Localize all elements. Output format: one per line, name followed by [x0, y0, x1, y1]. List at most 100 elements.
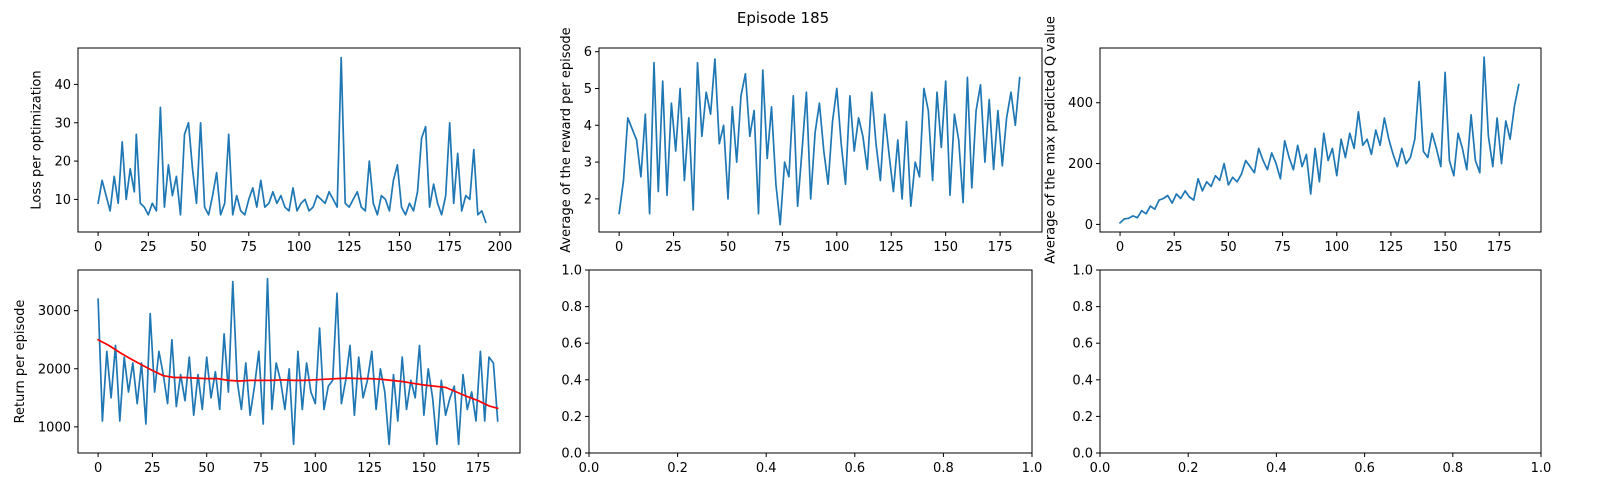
- loss-x-tick-label: 125: [337, 240, 362, 255]
- return-y-tick-label: 1000: [38, 420, 71, 435]
- avg-reward-x-tick-label: 175: [988, 240, 1013, 255]
- empty-1-x-tick-label: 0.6: [844, 461, 865, 476]
- return-y-tick-label: 3000: [38, 304, 71, 319]
- empty-1-x-tick-label: 0.4: [756, 461, 777, 476]
- max-q-x-tick-label: 0: [1116, 240, 1124, 255]
- loss-series-line-0: [97, 56, 487, 224]
- max-q-y-tick-label: 200: [1068, 157, 1093, 172]
- subplot-empty-1: 0.0 0.2 0.4 0.6 0.8 1.0 0.0 0.2 0.4 0.6 0.8 1.0: [561, 264, 1042, 477]
- loss-y-axis-label: Loss per optimization: [30, 70, 45, 209]
- avg-reward-x-tick-label: 25: [665, 240, 682, 255]
- avg-reward-x-tick-label: 125: [879, 240, 904, 255]
- max-q-x-tick-label: 125: [1379, 240, 1404, 255]
- plot-area: [97, 277, 499, 446]
- plot-area: [97, 56, 487, 224]
- empty-2-x-tick-label: 0.8: [1442, 461, 1463, 476]
- avg-reward-x-tick-label: 50: [720, 240, 737, 255]
- loss-x-tick-label: 75: [240, 240, 257, 255]
- loss-axes-frame: [77, 47, 521, 233]
- avg-reward-y-tick-label: 3: [584, 156, 592, 171]
- max-q-axes-frame: [1099, 47, 1542, 233]
- max-q-x-tick-label: 25: [1166, 240, 1183, 255]
- empty-2-x-tick-label: 0.6: [1354, 461, 1375, 476]
- return-x-tick-label: 50: [198, 461, 215, 476]
- max-q-y-tick-label: 400: [1068, 96, 1093, 111]
- return-x-tick-label: 100: [303, 461, 328, 476]
- max-q-x-tick-label: 100: [1324, 240, 1349, 255]
- empty-1-y-tick-label: 0.8: [561, 300, 582, 315]
- return-x-tick-label: 125: [357, 461, 382, 476]
- max-q-y-axis-label: Average of the max predicted Q value: [1043, 16, 1058, 264]
- empty-2-axes-frame: [1099, 269, 1542, 454]
- avg-reward-y-axis-label: Average of the reward per episode: [559, 27, 574, 252]
- loss-y-tick-label: 20: [54, 155, 71, 170]
- avg-reward-y-tick-label: 4: [584, 119, 592, 134]
- max-q-x-tick-label: 50: [1220, 240, 1237, 255]
- loss-x-tick-label: 150: [387, 240, 412, 255]
- avg-reward-x-tick-label: 75: [774, 240, 791, 255]
- subplot-loss: 0 25 50 75 100 125 150 175 200 10 20 30 40 Loss per o…: [30, 47, 521, 255]
- empty-1-x-tick-label: 0.8: [933, 461, 954, 476]
- max-q-series-line-0: [1119, 56, 1520, 224]
- max-q-y-tick-label: 0: [1085, 218, 1093, 233]
- return-y-axis-label: Return per episode: [13, 300, 28, 424]
- loss-x-tick-label: 200: [487, 240, 512, 255]
- return-axes-frame: [77, 269, 521, 454]
- max-q-x-tick-label: 75: [1274, 240, 1291, 255]
- max-q-x-tick-label: 150: [1433, 240, 1458, 255]
- subplot-return: 0 25 50 75 100 125 150 175 1000 2000 3000 Return pe…: [13, 269, 521, 476]
- loss-y-tick-label: 40: [54, 78, 71, 93]
- empty-1-x-tick-label: 0.2: [667, 461, 688, 476]
- return-x-tick-label: 75: [253, 461, 270, 476]
- avg-reward-series-line-0: [618, 58, 1021, 226]
- empty-2-x-tick-label: 0.0: [1090, 461, 1111, 476]
- subplot-max-q: 0 25 50 75 100 125 150 175 0 200 400 Average of the…: [1043, 16, 1542, 264]
- empty-2-y-tick-label: 1.0: [1072, 264, 1093, 279]
- loss-y-tick-label: 10: [54, 193, 71, 208]
- loss-x-tick-label: 100: [287, 240, 312, 255]
- max-q-x-tick-label: 175: [1487, 240, 1512, 255]
- empty-2-y-tick-label: 0.2: [1072, 410, 1093, 425]
- empty-1-axes-frame: [588, 269, 1033, 454]
- empty-1-x-tick-label: 0.0: [579, 461, 600, 476]
- plot-area: [1119, 56, 1520, 224]
- return-series-line-1: [97, 338, 499, 410]
- avg-reward-axes-frame: [598, 47, 1043, 233]
- loss-x-tick-label: 25: [140, 240, 157, 255]
- return-series-line-0: [97, 277, 499, 446]
- loss-x-tick-label: 175: [437, 240, 462, 255]
- empty-2-y-tick-label: 0.4: [1072, 373, 1093, 388]
- return-x-tick-label: 25: [144, 461, 161, 476]
- figure-suptitle: Episode 185: [737, 9, 829, 27]
- avg-reward-y-tick-label: 5: [584, 82, 592, 97]
- plot-area: [618, 58, 1021, 226]
- subplot-avg-reward: 0 25 50 75 100 125 150 175 2 3 4 5 6 Average of the r…: [559, 27, 1043, 255]
- avg-reward-y-tick-label: 2: [584, 192, 592, 207]
- empty-1-y-tick-label: 0.4: [561, 373, 582, 388]
- return-x-tick-label: 150: [411, 461, 436, 476]
- empty-1-y-tick-label: 0.2: [561, 410, 582, 425]
- empty-2-y-tick-label: 0.6: [1072, 337, 1093, 352]
- avg-reward-x-tick-label: 150: [933, 240, 958, 255]
- avg-reward-x-tick-label: 100: [824, 240, 849, 255]
- empty-1-y-tick-label: 0.6: [561, 337, 582, 352]
- empty-1-x-tick-label: 1.0: [1022, 461, 1043, 476]
- empty-2-y-tick-label: 0.8: [1072, 300, 1093, 315]
- loss-y-tick-label: 30: [54, 116, 71, 131]
- empty-2-x-tick-label: 0.4: [1266, 461, 1287, 476]
- empty-1-y-tick-label: 0.0: [561, 447, 582, 462]
- avg-reward-y-tick-label: 6: [584, 45, 592, 60]
- subplot-empty-2: 0.0 0.2 0.4 0.6 0.8 1.0 0.0 0.2 0.4 0.6 0.8 1.0: [1072, 264, 1551, 477]
- return-y-tick-label: 2000: [38, 362, 71, 377]
- empty-2-x-tick-label: 0.2: [1178, 461, 1199, 476]
- empty-2-x-tick-label: 1.0: [1531, 461, 1552, 476]
- loss-x-tick-label: 0: [94, 240, 102, 255]
- return-x-tick-label: 0: [94, 461, 102, 476]
- return-x-tick-label: 175: [466, 461, 491, 476]
- empty-1-y-tick-label: 1.0: [561, 264, 582, 279]
- empty-2-y-tick-label: 0.0: [1072, 447, 1093, 462]
- avg-reward-x-tick-label: 0: [615, 240, 623, 255]
- loss-x-tick-label: 50: [190, 240, 207, 255]
